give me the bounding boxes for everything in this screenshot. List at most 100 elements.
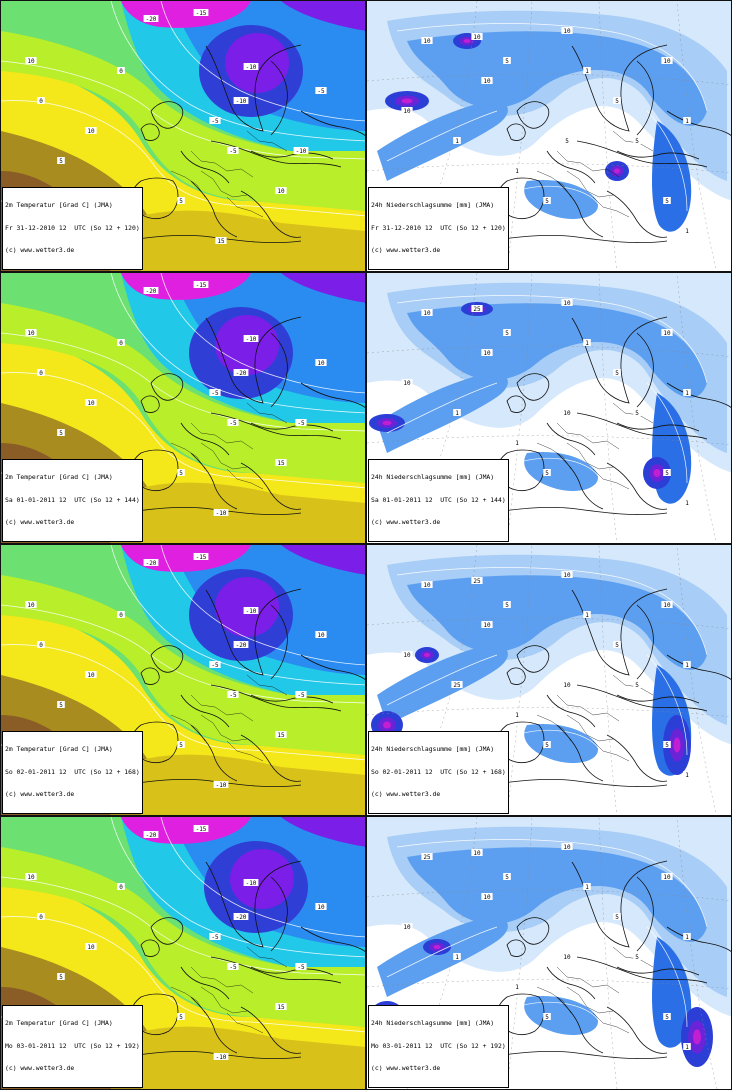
coastline-11 (120, 234, 302, 244)
coastline-0 (516, 101, 550, 129)
isotherm-line-2 (110, 545, 365, 686)
arctic-purple-ne (281, 273, 365, 303)
coastline-1 (506, 395, 526, 413)
coastline-5 (190, 180, 238, 238)
contour-label-box (401, 379, 413, 386)
arctic-purple-ne (281, 545, 365, 575)
contour-label-box (453, 137, 461, 144)
contour-label: 10 (483, 78, 491, 85)
caption-date: Mo 03-01-2011 12 UTC (So 12 + 192) (371, 1041, 506, 1050)
coastline-0 (516, 645, 550, 673)
isotherm-line-2 (110, 1, 365, 142)
caption-title: 24h Niederschlagsumme [mm] (JMA) (371, 745, 495, 754)
coastline-6 (606, 462, 668, 510)
contour-label-box (37, 97, 45, 104)
contour-label: -5 (229, 148, 237, 155)
contour-label: 1 (515, 168, 519, 175)
contour-label-box (143, 287, 159, 294)
contour-label-box (503, 873, 511, 880)
contour-label-box (315, 359, 327, 366)
coastline-8 (616, 966, 700, 976)
contour-label-box (25, 873, 37, 880)
coastline-1 (506, 939, 526, 957)
warm-band-gold (141, 754, 365, 815)
coastline-2 (571, 44, 668, 132)
contour-label: 1 (685, 934, 689, 941)
precipitation-map: 10255101510152510511051101 (367, 545, 731, 815)
caption-title: 2m Temperatur [Grad C] (JMA) (5, 473, 113, 482)
contour-label: 10 (403, 924, 411, 931)
arctic-purple-ne (281, 1, 365, 31)
border-4 (592, 740, 630, 762)
contour-label-box (117, 883, 125, 890)
precip-mid (407, 31, 707, 126)
coastline-8 (250, 694, 334, 704)
coastline-2 (571, 588, 668, 676)
contour-label-box (57, 157, 65, 164)
contour-label-box (663, 469, 671, 476)
cold-core-purple (215, 315, 279, 375)
country-borders (536, 402, 654, 490)
contour-label: 10 (317, 632, 325, 639)
contour-label: 10 (87, 944, 95, 951)
contour-label-box (233, 369, 249, 376)
border-0 (190, 694, 254, 722)
coastline-8 (250, 150, 334, 160)
contour-label-box (315, 903, 327, 910)
contour-label: 0 (39, 914, 43, 921)
contour-label: 10 (403, 108, 411, 115)
contour-label: 5 (505, 602, 509, 609)
contour-label-box (57, 701, 65, 708)
contour-label-box (663, 1013, 671, 1020)
precip-mid (407, 303, 707, 398)
contour-label-box (543, 741, 551, 748)
border-3 (246, 674, 288, 696)
contour-label: -10 (216, 782, 227, 789)
caption-date: Sa 01-01-2011 12 UTC (So 12 + 144) (371, 495, 506, 504)
contour-label-box (117, 339, 125, 346)
mild-band-lime (1, 303, 365, 483)
caption-credit: (c) www.wetter3.de (5, 1063, 75, 1072)
contour-label: 1 (685, 500, 689, 507)
contour-label-box (209, 933, 221, 940)
contour-label-box (243, 63, 259, 70)
coastlines (120, 860, 365, 1060)
border-4 (226, 740, 264, 762)
contour-label-box (243, 879, 259, 886)
contour-label: 10 (27, 58, 35, 65)
contour-label: 5 (565, 138, 569, 145)
contour-label: -10 (236, 98, 247, 105)
contour-label: 1 (685, 390, 689, 397)
isotherm-line-3 (160, 817, 365, 938)
contour-label: 25 (473, 578, 481, 585)
border-4 (226, 1012, 264, 1034)
coastline-8 (616, 422, 700, 432)
contour-label-box (37, 913, 45, 920)
border-1 (566, 442, 614, 470)
contour-label: 5 (635, 954, 639, 961)
border-0 (556, 150, 620, 178)
graticule-line-4 (367, 345, 731, 358)
border-2 (170, 442, 206, 470)
contour-label: 10 (87, 400, 95, 407)
precip-atlantic-band (377, 100, 508, 181)
coastline-8 (616, 150, 700, 160)
contour-label-box (293, 147, 309, 154)
contour-label: 1 (515, 984, 519, 991)
contour-label: 5 (59, 430, 63, 437)
contour-label: -5 (317, 88, 325, 95)
graticule-line-4 (367, 889, 731, 902)
coastline-2 (205, 860, 302, 948)
contour-label: 0 (119, 340, 123, 347)
mild-band-lime (1, 847, 365, 1027)
coastline-3 (210, 684, 342, 712)
caption-credit: (c) www.wetter3.de (371, 517, 441, 526)
contour-label-box (481, 77, 493, 84)
border-3 (246, 402, 288, 424)
contour-label: 0 (119, 884, 123, 891)
contour-label-box (213, 1053, 229, 1060)
contour-label-box (85, 671, 97, 678)
contour-label: -5 (297, 964, 305, 971)
contour-label: 10 (563, 844, 571, 851)
